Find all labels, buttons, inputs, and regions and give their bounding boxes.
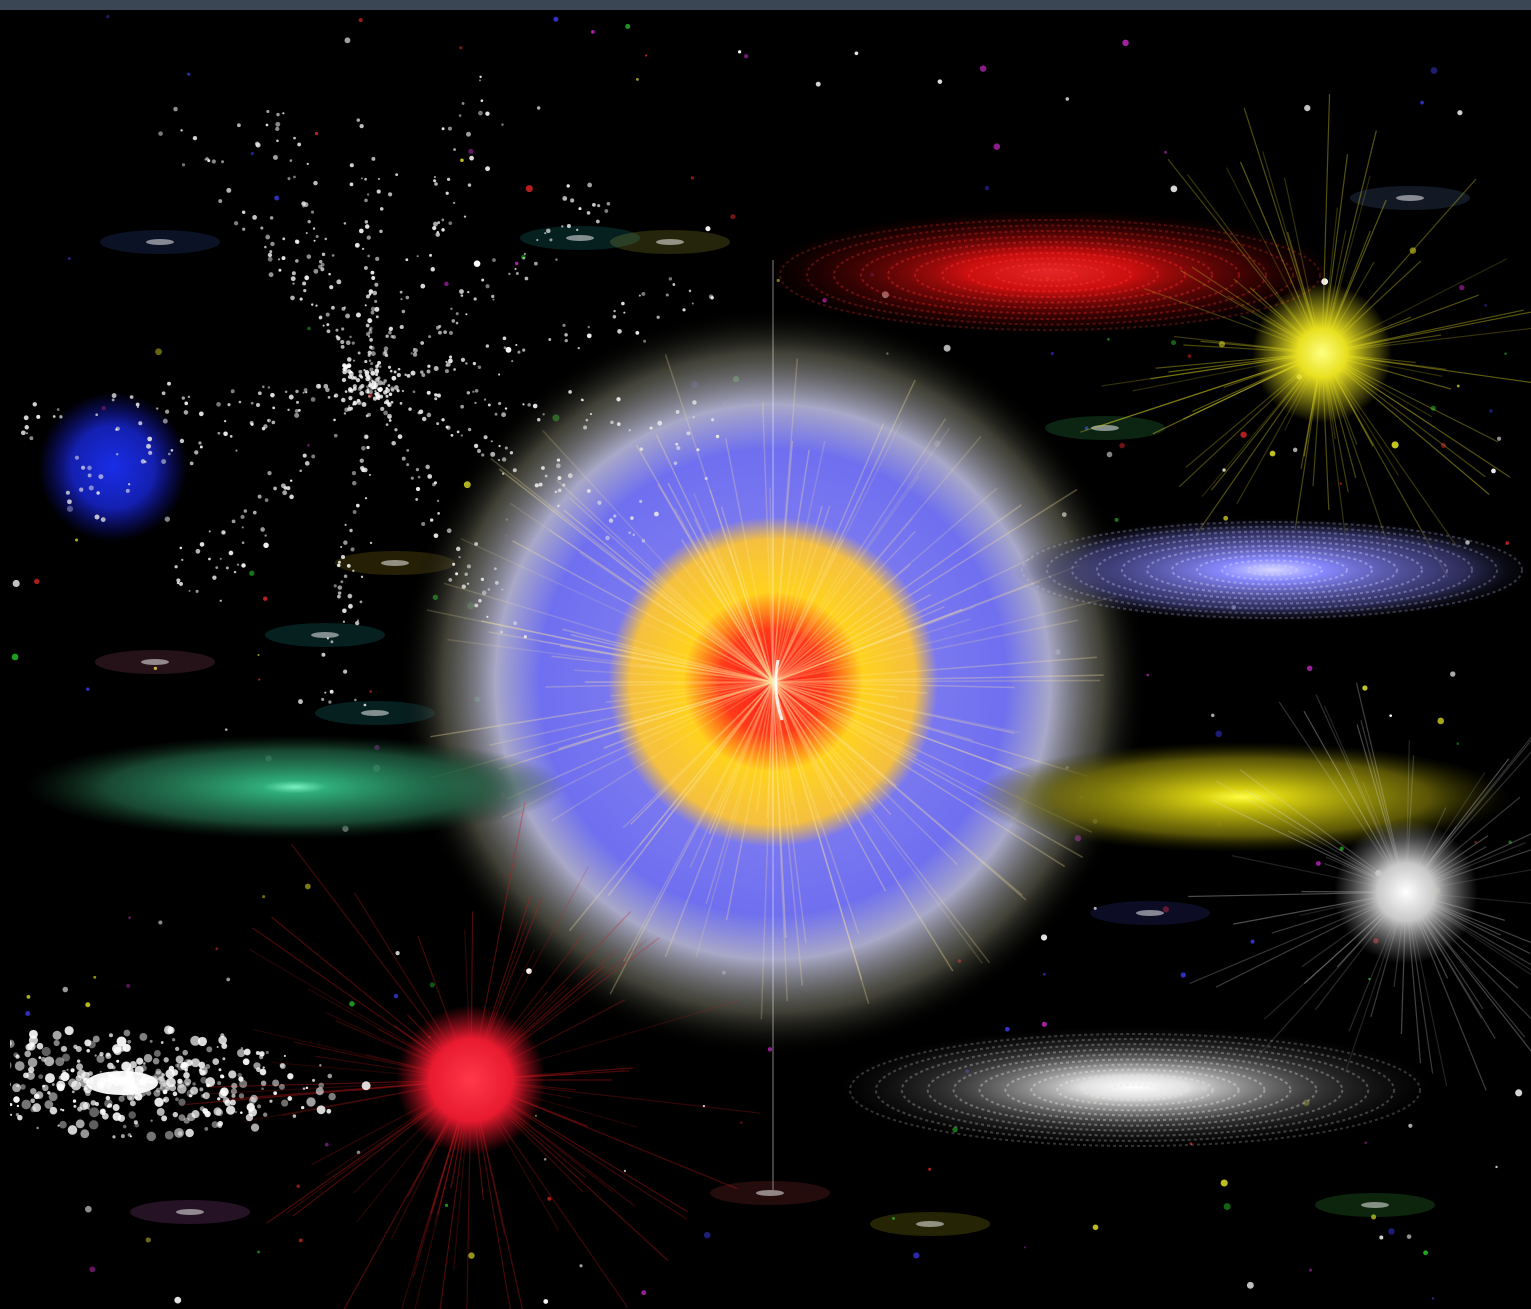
green-galaxy	[25, 735, 565, 839]
white-star	[1188, 682, 1531, 1091]
white-particle-galaxy	[10, 1025, 371, 1142]
dotted-star-cluster	[20, 75, 720, 707]
red-galaxy	[765, 210, 1335, 334]
space-scene	[10, 10, 1531, 1309]
faint-nebula-smudges	[95, 186, 1470, 1236]
blue-star	[38, 392, 188, 542]
space-illustration	[10, 15, 1531, 1309]
red-star	[185, 802, 761, 1309]
yellow-galaxy	[974, 742, 1510, 852]
blue-spiral-galaxy	[1014, 518, 1530, 622]
yellow-star	[1080, 93, 1531, 578]
central-burst	[398, 307, 1148, 1057]
white-galaxy	[840, 1027, 1430, 1147]
